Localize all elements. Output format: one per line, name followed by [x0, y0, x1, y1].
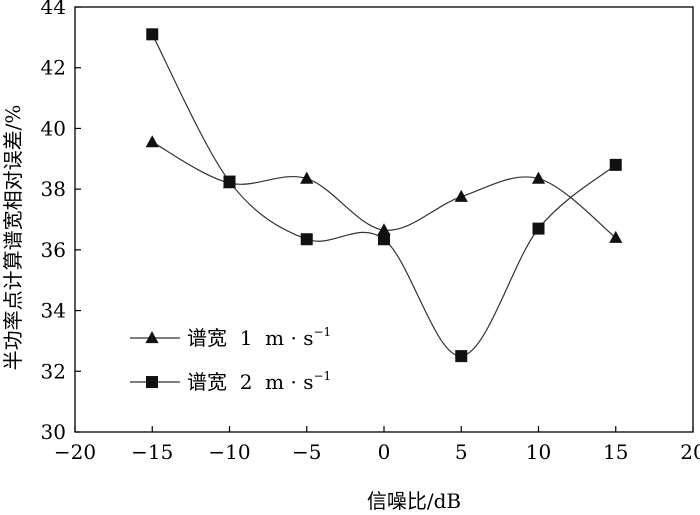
triangle-marker — [377, 223, 391, 236]
chart-ticks: −20 −15 −10 −5 0 5 10 15 20 30 32 34 36 38 40 42 44 — [41, 0, 700, 464]
chart-series — [145, 28, 623, 363]
square-marker — [223, 175, 236, 188]
square-marker — [378, 233, 390, 246]
y-axis-title: 半功率点计算谱宽相对误差/% — [1, 105, 25, 371]
x-tick-label: 0 — [378, 440, 391, 464]
y-tick-label: 44 — [41, 0, 66, 19]
square-marker — [532, 222, 545, 235]
x-tick-label: −20 — [54, 440, 96, 464]
square-marker — [455, 350, 468, 363]
series-line — [151, 34, 617, 357]
triangle-marker — [300, 171, 314, 184]
chart-axes — [74, 6, 694, 433]
square-marker — [609, 158, 622, 171]
x-tick-label: −15 — [131, 440, 173, 464]
square-marker — [300, 233, 313, 246]
square-marker — [146, 28, 159, 41]
x-tick-label: −10 — [208, 440, 250, 464]
y-tick-label: 40 — [41, 116, 66, 140]
x-tick-label: 20 — [680, 440, 700, 464]
triangle-marker — [145, 135, 159, 148]
x-tick-label: −5 — [292, 440, 321, 464]
x-tick-label: 15 — [603, 440, 628, 464]
series-1 — [145, 135, 623, 243]
triangle-marker — [609, 230, 623, 243]
x-tick-label: 10 — [526, 440, 551, 464]
legend-label: 谱宽 1 m · s−1 — [187, 325, 331, 350]
y-tick-label: 38 — [41, 177, 66, 201]
y-tick-label: 34 — [41, 299, 66, 323]
y-tick-label: 32 — [41, 359, 66, 383]
legend-triangle-icon — [145, 331, 159, 344]
series-2 — [146, 28, 622, 363]
triangle-marker — [531, 171, 546, 184]
x-axis-title: 信噪比/dB — [367, 489, 461, 513]
legend-square-icon — [146, 376, 158, 388]
y-tick-label: 36 — [41, 238, 66, 262]
chart-legend: 谱宽 1 m · s−1 谱宽 2 m · s−1 — [130, 325, 331, 394]
legend-label: 谱宽 2 m · s−1 — [187, 369, 331, 394]
y-tick-label: 30 — [41, 420, 66, 444]
y-tick-label: 42 — [41, 56, 66, 80]
triangle-marker — [454, 189, 468, 202]
legend-item-2: 谱宽 2 m · s−1 — [130, 369, 331, 394]
x-tick-label: 5 — [455, 440, 468, 464]
plot-frame — [74, 6, 694, 433]
legend-item-1: 谱宽 1 m · s−1 — [130, 325, 331, 350]
